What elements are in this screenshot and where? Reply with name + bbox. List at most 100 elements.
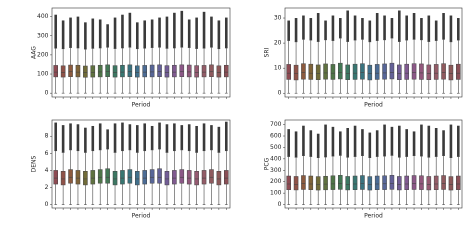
box: [323, 63, 328, 80]
box: [142, 170, 147, 185]
panel: 0 100 200 300 400 Period AAG: [31, 7, 231, 109]
fliers: [69, 123, 72, 150]
y-axis-label: PCG: [264, 157, 271, 170]
box: [301, 175, 306, 190]
box: [186, 170, 192, 185]
box: [105, 64, 110, 77]
fliers: [150, 19, 154, 48]
fliers: [346, 10, 349, 42]
box: [389, 175, 395, 190]
fliers: [398, 10, 401, 42]
fliers: [135, 125, 139, 153]
box: [352, 175, 358, 190]
box: [433, 175, 439, 190]
panel: 0 10 20 30 Period SRI: [264, 7, 463, 109]
fliers: [302, 125, 305, 156]
box: [68, 169, 73, 184]
box: [426, 64, 432, 80]
fliers: [383, 15, 386, 40]
fliers: [383, 124, 386, 157]
fliers: [98, 19, 102, 49]
fliers: [54, 122, 58, 151]
box: [157, 64, 162, 77]
fliers: [361, 18, 364, 40]
y-tick-label: 20: [274, 40, 282, 47]
y-axis-label: SRI: [264, 47, 271, 57]
fliers: [61, 20, 65, 49]
fliers: [405, 15, 408, 41]
y-tick-label: 200: [270, 178, 282, 185]
box: [201, 170, 207, 185]
box: [456, 63, 461, 80]
fliers: [121, 14, 124, 49]
y-tick-label: 4: [45, 167, 49, 174]
box: [172, 64, 177, 78]
box: [90, 65, 96, 78]
fliers: [106, 129, 109, 150]
box: [345, 64, 350, 80]
box: [397, 64, 402, 80]
box: [97, 64, 103, 78]
fliers: [224, 121, 228, 151]
box: [179, 169, 185, 184]
box: [68, 64, 73, 77]
box: [216, 171, 222, 186]
fliers: [309, 18, 313, 41]
box: [367, 64, 373, 81]
fliers: [187, 19, 191, 48]
box: [411, 175, 417, 190]
box: [105, 168, 110, 184]
box: [441, 175, 446, 190]
fliers: [434, 128, 438, 157]
box: [149, 64, 155, 78]
fliers: [173, 12, 176, 49]
fliers: [165, 16, 169, 49]
y-tick-label: 6: [45, 150, 49, 157]
box: [75, 64, 81, 78]
box: [301, 63, 306, 80]
fliers: [434, 20, 438, 41]
fliers: [84, 22, 87, 50]
fliers: [187, 124, 191, 151]
fliers: [361, 129, 364, 156]
fliers: [113, 17, 117, 49]
fliers: [457, 125, 460, 157]
box: [142, 65, 147, 78]
box: [172, 170, 177, 185]
fliers: [412, 13, 416, 40]
y-tick-label: 0: [278, 90, 282, 97]
fliers: [390, 126, 394, 156]
fliers: [54, 14, 58, 49]
fliers: [457, 18, 460, 41]
fliers: [84, 127, 87, 153]
box: [308, 63, 314, 80]
box: [194, 65, 199, 78]
box: [382, 63, 387, 80]
y-tick-label: 300: [270, 167, 282, 174]
box: [112, 171, 118, 186]
fliers: [128, 124, 132, 150]
box: [157, 168, 162, 184]
box: [448, 176, 454, 191]
y-tick-label: 200: [37, 51, 49, 58]
box: [441, 63, 446, 80]
box: [411, 63, 417, 80]
fliers: [287, 129, 290, 157]
box: [426, 176, 432, 191]
fliers: [427, 15, 431, 42]
x-axis-label: Period: [364, 213, 383, 220]
fliers: [287, 20, 290, 41]
fliers: [195, 125, 198, 153]
box: [90, 170, 96, 185]
box: [352, 63, 358, 80]
box: [97, 169, 103, 184]
box: [448, 64, 454, 81]
box: [389, 62, 395, 80]
box: [127, 169, 133, 184]
fliers: [195, 17, 198, 49]
fliers: [420, 18, 423, 40]
y-tick-label: 100: [270, 190, 282, 197]
fliers: [339, 131, 342, 156]
box: [397, 176, 402, 191]
x-axis-label: Period: [132, 102, 151, 109]
